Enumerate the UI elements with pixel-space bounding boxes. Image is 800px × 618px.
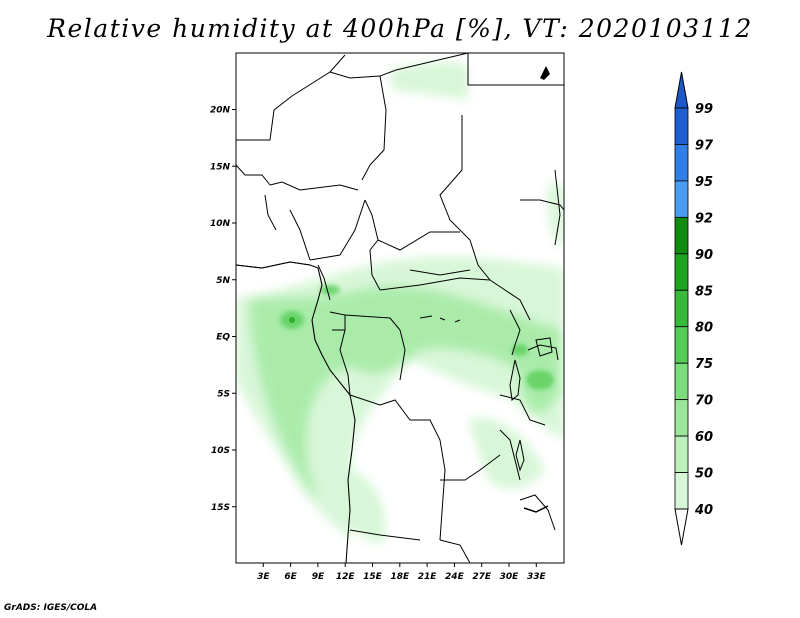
lon-tick-label: 27E [472,572,492,582]
lon-tick-label: 6E [284,572,297,582]
map-title: Relative humidity at 400hPa [%], VT: 202… [47,14,753,43]
lat-tick-label: 10S [211,446,230,456]
humidity-field [236,53,564,563]
lon-tick-label: 12E [336,572,356,582]
colorbar-label: 70 [695,394,713,409]
colorbar-segment [674,107,689,145]
colorbar-segment [674,180,689,218]
colorbar-label: 90 [695,248,713,263]
colorbar-segment [674,216,689,255]
lat-tick-label: 5N [216,276,230,286]
lon-tick-label: 9E [312,572,325,582]
colorbar-bottom-arrow [674,508,689,546]
lon-tick-label: 30E [500,572,520,582]
colorbar-label: 40 [694,503,713,518]
lon-tick-label: 18E [390,572,410,582]
colorbar-label: 80 [695,321,713,336]
lat-tick-label: EQ [216,333,230,343]
lon-tick-label: 24E [445,572,465,582]
lon-tick-label: 3E [257,572,270,582]
lon-tick-label: 33E [527,572,547,582]
colorbar-segment [674,362,689,401]
colorbar-label: 50 [695,467,713,482]
lat-tick-label: 15N [210,162,231,172]
colorbar-label: 75 [695,357,713,372]
colorbar-label: 85 [695,284,713,299]
colorbar-label: 97 [695,138,714,153]
lon-tick-label: 15E [363,572,383,582]
colorbar: 99 97 95 92 90 85 80 75 70 60 50 40 [674,71,714,546]
colorbar-segment [674,435,689,473]
lat-tick-label: 15S [211,503,230,513]
lat-tick-label: 5S [217,389,230,399]
latitude-axis: 20N 15N 10N 5N EQ 5S 10S 15S [210,106,236,513]
colorbar-label: 95 [695,175,713,190]
lat-tick-label: 10N [210,219,231,229]
colorbar-segment [674,472,689,510]
lat-tick-label: 20N [210,106,231,116]
credit-label: GrADS: IGES/COLA [4,603,98,613]
colorbar-segment [674,144,689,182]
colorbar-segment [674,326,689,364]
colorbar-segment [674,399,689,437]
colorbar-label: 99 [695,102,713,117]
colorbar-top-arrow [674,71,689,109]
colorbar-segment [674,253,689,291]
longitude-axis: 3E 6E 9E 12E 15E 18E 21E 24E 27E 30E 33E [257,563,546,582]
colorbar-segment [674,289,689,328]
colorbar-label: 92 [695,211,713,226]
colorbar-label: 60 [695,430,713,445]
lon-tick-label: 21E [418,572,438,582]
